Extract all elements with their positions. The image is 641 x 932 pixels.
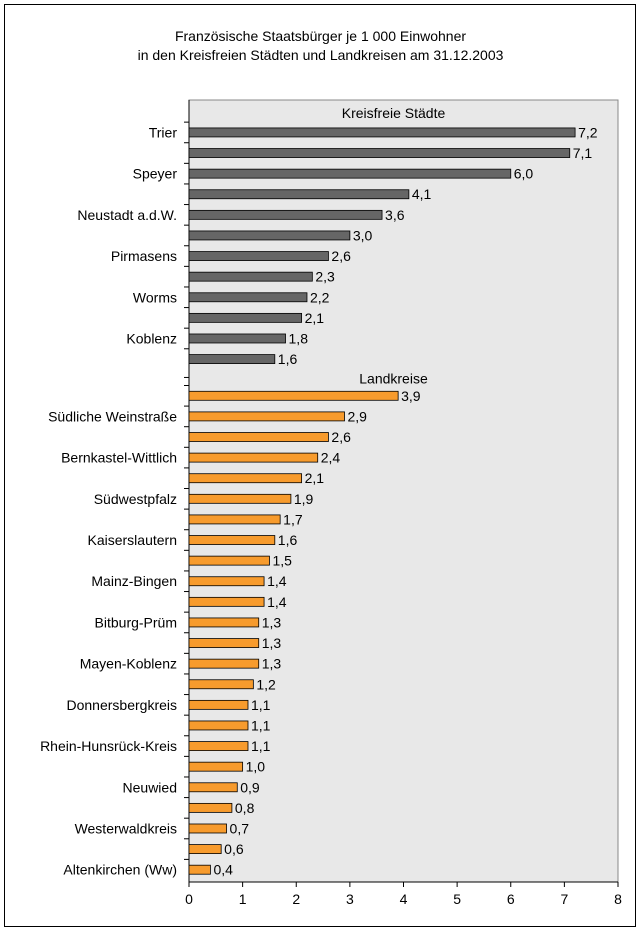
chart-frame [4, 4, 636, 927]
chart-subtitle: in den Kreisfreien Städten und Landkreis… [137, 47, 504, 63]
chart-title: Französische Staatsbürger je 1 000 Einwo… [174, 28, 467, 44]
